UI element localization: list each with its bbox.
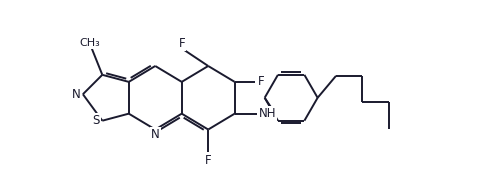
Text: CH₃: CH₃: [79, 38, 100, 48]
Text: NH: NH: [259, 107, 276, 120]
Text: N: N: [72, 88, 81, 101]
Text: S: S: [92, 114, 100, 127]
Text: F: F: [258, 75, 264, 88]
Text: N: N: [151, 128, 160, 141]
Text: F: F: [178, 37, 185, 50]
Text: F: F: [205, 154, 211, 167]
